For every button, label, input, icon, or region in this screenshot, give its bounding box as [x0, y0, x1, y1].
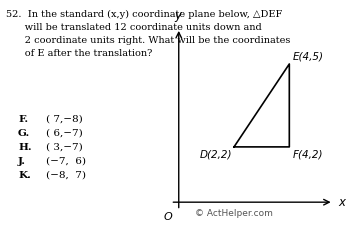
Text: F(4,2): F(4,2): [293, 150, 323, 160]
Text: (−7,  6): (−7, 6): [46, 157, 86, 166]
Text: $x$: $x$: [338, 196, 347, 209]
Text: F.: F.: [18, 115, 28, 124]
Text: (−8,  7): (−8, 7): [46, 171, 86, 180]
Text: $O$: $O$: [163, 210, 174, 222]
Text: 2 coordinate units right. What will be the coordinates: 2 coordinate units right. What will be t…: [6, 36, 290, 45]
Text: $y$: $y$: [174, 10, 183, 24]
Text: K.: K.: [18, 171, 31, 180]
Text: G.: G.: [18, 129, 30, 138]
Text: H.: H.: [18, 143, 32, 152]
Text: will be translated 12 coordinate units down and: will be translated 12 coordinate units d…: [6, 23, 262, 32]
Text: ( 7,−8): ( 7,−8): [46, 115, 83, 124]
Text: © ActHelper.com: © ActHelper.com: [195, 209, 273, 218]
Text: ( 3,−7): ( 3,−7): [46, 143, 83, 152]
Text: of E after the translation?: of E after the translation?: [6, 49, 152, 58]
Text: E(4,5): E(4,5): [293, 51, 324, 61]
Text: J.: J.: [18, 157, 26, 166]
Text: ( 6,−7): ( 6,−7): [46, 129, 83, 138]
Text: 52.  In the standard (x,y) coordinate plane below, △DEF: 52. In the standard (x,y) coordinate pla…: [6, 10, 282, 19]
Text: D(2,2): D(2,2): [199, 150, 232, 160]
